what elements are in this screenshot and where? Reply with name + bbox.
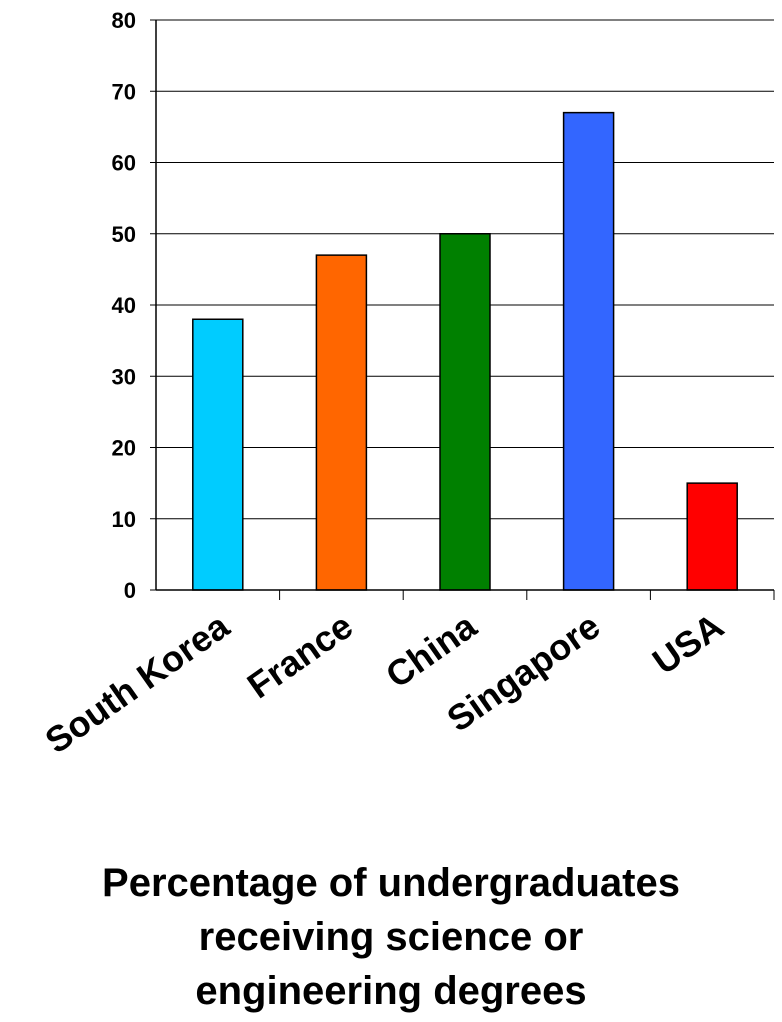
bar-chart: 0 10 20 30 40 50 60 70 80 South Korea France China… — [38, 8, 775, 761]
bar-south-korea — [192, 318, 244, 591]
axes — [150, 19, 775, 600]
x-category-label: France — [240, 605, 360, 706]
chart-caption: Percentage of undergraduates receiving s… — [0, 856, 782, 1018]
y-tick-label: 10 — [112, 507, 136, 532]
y-tick-label: 80 — [112, 8, 136, 33]
y-tick-label: 60 — [112, 151, 136, 176]
y-tick-label: 20 — [112, 436, 136, 461]
x-category-label: China — [378, 604, 484, 696]
y-tick-label: 40 — [112, 293, 136, 318]
bar-singapore — [562, 111, 615, 591]
x-category-label: South Korea — [38, 604, 238, 761]
bar-china — [439, 233, 491, 591]
bar-france — [315, 254, 368, 591]
y-tick-label: 50 — [112, 222, 136, 247]
caption-line-1: Percentage of undergraduates — [102, 861, 680, 905]
y-tick-label: 70 — [112, 79, 136, 104]
bars — [192, 111, 738, 591]
y-tick-label: 30 — [112, 364, 136, 389]
caption-line-3: engineering degrees — [195, 969, 587, 1013]
y-tick-labels: 0 10 20 30 40 50 60 70 80 — [112, 8, 136, 603]
bar-usa — [686, 482, 738, 591]
caption-line-2: receiving science or — [198, 915, 584, 959]
x-category-label: USA — [645, 605, 731, 682]
y-tick-label: 0 — [124, 578, 136, 603]
